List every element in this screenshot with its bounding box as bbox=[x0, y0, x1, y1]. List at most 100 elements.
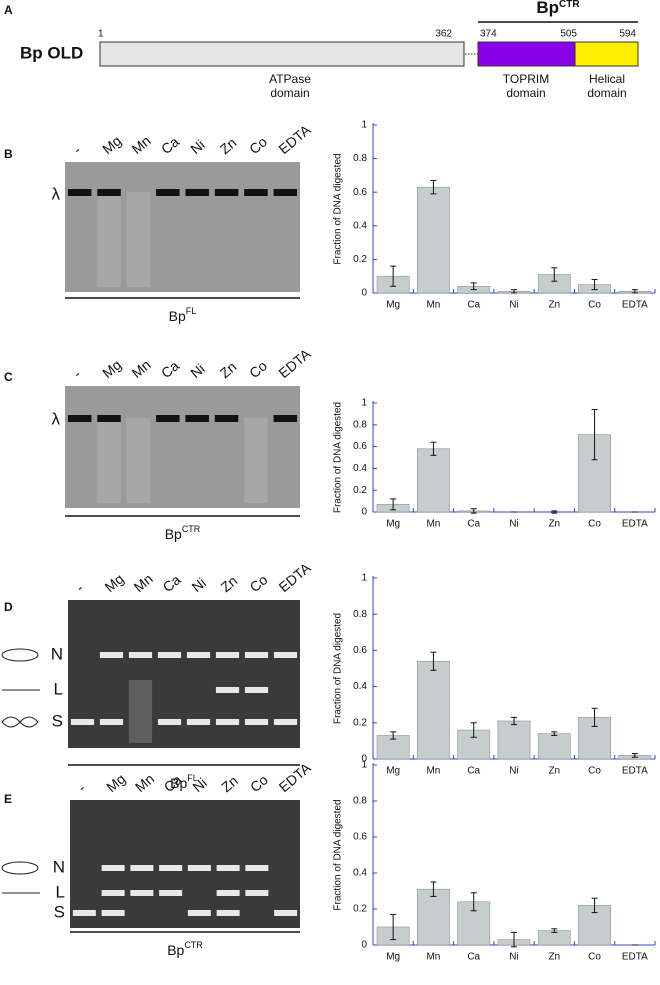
lane-label: Mn bbox=[128, 356, 153, 381]
gel-band bbox=[97, 189, 121, 196]
y-axis-label: Fraction of DNA digested bbox=[333, 613, 344, 724]
error-bar bbox=[390, 913, 397, 941]
band-marker: λ bbox=[52, 184, 61, 203]
gel-band bbox=[67, 189, 92, 196]
gel-smear bbox=[97, 418, 121, 503]
x-tick-label: Mg bbox=[386, 519, 400, 530]
gel-band bbox=[101, 865, 125, 871]
error-bar bbox=[390, 731, 397, 740]
y-axis-label: Fraction of DNA digested bbox=[333, 153, 344, 264]
lane-label: Ni bbox=[189, 574, 209, 595]
x-tick-label: Co bbox=[588, 519, 601, 530]
construct-label: BpFL bbox=[170, 773, 198, 790]
band-marker: N bbox=[51, 644, 63, 663]
y-tick-label: 1 bbox=[361, 120, 367, 131]
ctr-label: BpCTR bbox=[536, 0, 580, 17]
gel-band bbox=[72, 910, 96, 916]
lane-label: EDTA bbox=[276, 559, 315, 595]
error-bar bbox=[470, 282, 477, 291]
lane-label: Zn bbox=[217, 134, 240, 157]
gel-band bbox=[185, 415, 209, 422]
gel-band bbox=[273, 652, 298, 658]
x-tick-label: Ca bbox=[467, 519, 480, 530]
gel-band bbox=[130, 865, 154, 871]
y-tick-label: 0.2 bbox=[353, 485, 367, 496]
bar bbox=[417, 186, 450, 294]
toprim-domain-box bbox=[477, 41, 576, 67]
x-tick-label: Mn bbox=[426, 519, 440, 530]
y-tick-label: 0.2 bbox=[353, 254, 367, 265]
y-tick-label: 0.8 bbox=[353, 153, 367, 164]
band-marker: S bbox=[52, 711, 63, 730]
error-bar bbox=[470, 892, 477, 912]
atpase-domain-box bbox=[99, 41, 465, 67]
y-tick-label: 0 bbox=[361, 754, 367, 765]
lane-label: Co bbox=[246, 357, 270, 381]
gel-band bbox=[186, 652, 211, 658]
construct-base: Bp bbox=[167, 942, 184, 958]
x-tick-label: Mn bbox=[426, 300, 440, 311]
nicked-icon bbox=[1, 861, 39, 875]
x-tick-label: Ni bbox=[509, 952, 518, 963]
gel-band bbox=[185, 189, 209, 196]
panel-label: E bbox=[4, 792, 12, 806]
gel-band bbox=[244, 719, 269, 725]
y-tick-label: 0.8 bbox=[353, 609, 367, 620]
construct-sup: CTR bbox=[182, 524, 201, 534]
x-tick-label: Mg bbox=[386, 300, 400, 311]
y-tick-label: 0 bbox=[361, 288, 367, 299]
domain-label: Helical bbox=[589, 72, 625, 86]
supercoil-icon bbox=[1, 716, 39, 728]
lane-label: Ca bbox=[158, 357, 182, 381]
error-bar bbox=[551, 267, 558, 282]
band-marker: λ bbox=[52, 409, 61, 428]
construct-label: BpCTR bbox=[167, 940, 203, 957]
lane-label: Mn bbox=[132, 770, 157, 795]
gel-band bbox=[101, 890, 125, 896]
x-tick-label: Mn bbox=[426, 952, 440, 963]
y-tick-label: 1 bbox=[361, 573, 367, 584]
y-tick-label: 0.4 bbox=[353, 463, 367, 474]
x-tick-label: Co bbox=[588, 952, 601, 963]
gel-smear bbox=[126, 192, 151, 287]
domain-label: domain bbox=[270, 86, 309, 100]
band-marker: S bbox=[54, 902, 65, 921]
gel-band bbox=[214, 415, 239, 422]
gel-band bbox=[215, 652, 240, 658]
lane-label: Mg bbox=[102, 570, 127, 595]
gel-band bbox=[215, 687, 240, 693]
gel-band bbox=[156, 189, 180, 196]
x-tick-label: EDTA bbox=[622, 766, 648, 777]
x-tick-label: Zn bbox=[548, 766, 560, 777]
error-bar bbox=[551, 731, 558, 736]
lane-label: - bbox=[70, 142, 84, 157]
error-bar bbox=[631, 753, 638, 758]
gel-band bbox=[156, 415, 180, 422]
lane-label: Zn bbox=[218, 772, 241, 795]
error-bar bbox=[430, 441, 437, 456]
lane-label: Ni bbox=[187, 360, 207, 381]
lane-label: Co bbox=[246, 133, 270, 157]
gel-band bbox=[245, 890, 269, 896]
y-tick-label: 0.4 bbox=[353, 681, 367, 692]
x-tick-label: Ca bbox=[467, 300, 480, 311]
y-tick-label: 0.4 bbox=[353, 868, 367, 879]
gel bbox=[68, 600, 300, 748]
gel-band bbox=[159, 890, 183, 896]
y-tick-label: 1 bbox=[361, 398, 367, 409]
y-tick-label: 0.6 bbox=[353, 832, 367, 843]
y-tick-label: 0.6 bbox=[353, 441, 367, 452]
error-bar bbox=[511, 716, 517, 726]
gel-band bbox=[216, 910, 240, 916]
lane-label: Co bbox=[247, 571, 271, 595]
gel-band bbox=[215, 719, 240, 725]
lane-label: Ni bbox=[187, 136, 207, 157]
error-bar bbox=[551, 510, 558, 514]
y-tick-label: 1 bbox=[361, 760, 367, 771]
lane-label: Mg bbox=[103, 770, 128, 795]
x-tick-label: EDTA bbox=[622, 519, 648, 530]
lane-label: Ca bbox=[160, 571, 184, 595]
residue: 594 bbox=[619, 29, 636, 40]
construct-base: Bp bbox=[165, 526, 182, 542]
